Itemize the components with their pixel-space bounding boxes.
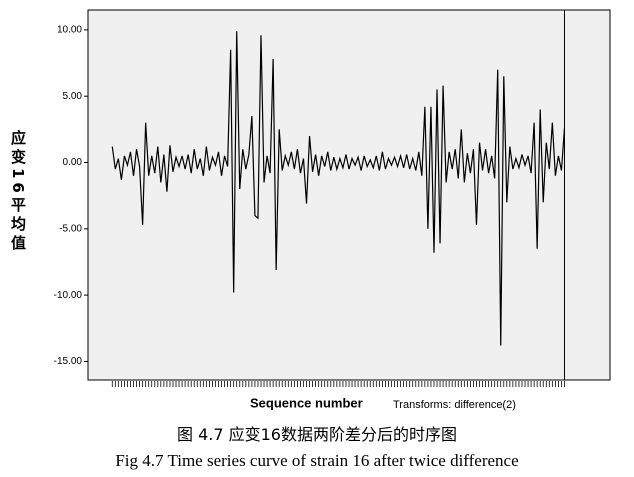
y-tick-label: 5.00: [63, 91, 83, 102]
plot-area: [87, 9, 611, 381]
y-tick-label: 10.00: [57, 25, 82, 36]
x-axis-label: Sequence number: [250, 395, 363, 410]
y-axis-label: 应变16平均值: [9, 130, 27, 254]
y-tick-label: -5.00: [59, 223, 82, 234]
caption-cn: 图 4.7 应变16数据两阶差分后的时序图: [177, 425, 457, 444]
x-axis-note: Transforms: difference(2): [393, 399, 516, 411]
y-tick-label: -10.00: [54, 290, 83, 301]
y-tick-label: -15.00: [54, 356, 83, 367]
caption-en: Fig 4.7 Time series curve of strain 16 a…: [115, 451, 519, 470]
series-line: [111, 31, 566, 346]
y-tick-label: 0.00: [63, 157, 83, 168]
